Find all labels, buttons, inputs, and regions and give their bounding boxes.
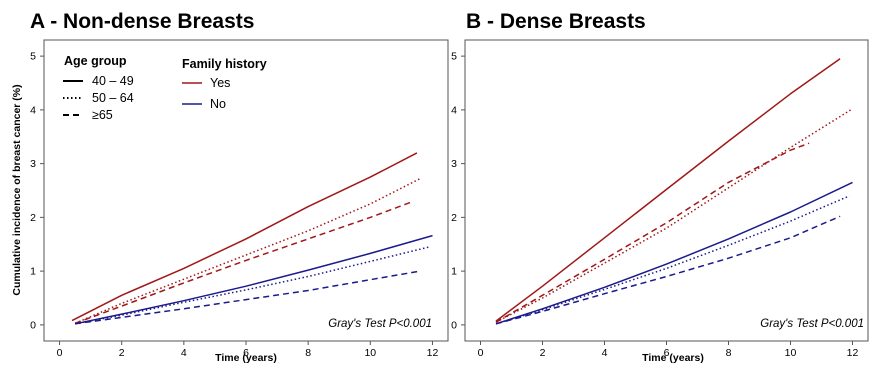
legend: Age group 40 – 49 50 – 64 ≥65 Family his… xyxy=(63,54,267,122)
panel-b-series-line-yes-40-49 xyxy=(495,58,841,322)
panel-a-series-line-yes-50-64 xyxy=(74,178,421,324)
panel-a-x-axis-title: Time (years) xyxy=(215,352,277,364)
legend-family-yes-label: Yes xyxy=(210,76,230,90)
panel-b-grays-test-annotation: Gray's Test P<0.001 xyxy=(760,318,864,330)
legend-age-65-plus-label: ≥65 xyxy=(92,108,113,122)
panel-b-x-tick-label: 12 xyxy=(847,347,859,359)
panel-b-y-tick-label: 3 xyxy=(451,158,457,170)
panel-b-plot-frame xyxy=(464,39,869,342)
panel-a-x-tick-label: 12 xyxy=(427,347,439,359)
panel-a-x-tick-label: 2 xyxy=(119,347,125,359)
legend-age-group-title: Age group xyxy=(64,54,127,68)
legend-family-no-label: No xyxy=(210,97,226,111)
panel-b-x-tick-label: 0 xyxy=(478,347,484,359)
panel-a-series-line-yes-40-49 xyxy=(71,152,418,322)
panel-b-series xyxy=(495,58,853,325)
panel-a-y-tick-label: 3 xyxy=(30,158,36,170)
panel-b-x-tick-label: 10 xyxy=(785,347,797,359)
panel-a-series xyxy=(71,152,433,325)
panel-a-y-tick-label: 0 xyxy=(30,319,36,331)
panel-a-y-tick-label: 2 xyxy=(30,212,36,224)
panel-b-x-tick-label: 8 xyxy=(726,347,732,359)
legend-age-40-49-label: 40 – 49 xyxy=(92,74,134,88)
panel-a-y-tick-label: 4 xyxy=(30,104,36,116)
panel-b-x-axis-title: Time (years) xyxy=(642,352,704,364)
panel-b-title: B - Dense Breasts xyxy=(466,10,646,33)
panel-b-series-line-no-50-64 xyxy=(495,195,850,325)
panel-b-series-line-no-40-49 xyxy=(495,181,853,325)
panel-b-x-tick-label: 2 xyxy=(540,347,546,359)
panel-b-x-tick-label: 6 xyxy=(664,347,670,359)
panel-b-y-tick-label: 5 xyxy=(451,51,457,63)
panel-a-y-axis-title: Cumulative incidence of breast cancer (%… xyxy=(11,84,23,295)
panel-b-y-tick-label: 1 xyxy=(451,266,457,278)
panel-a-series-line-yes-gte65 xyxy=(74,201,411,325)
panel-a-x-tick-label: 10 xyxy=(364,347,376,359)
panel-a-grays-test-annotation: Gray's Test P<0.001 xyxy=(328,318,432,330)
panel-a-series-line-no-gte65 xyxy=(74,270,421,325)
panel-a-x-tick-label: 8 xyxy=(305,347,311,359)
panel-b-series-line-yes-50-64 xyxy=(495,108,853,323)
panel-b-x-tick-label: 4 xyxy=(602,347,608,359)
panel-a-x-tick-label: 6 xyxy=(243,347,249,359)
panel-b-y-tick-label: 2 xyxy=(451,212,457,224)
panel-b-y-tick-label: 0 xyxy=(451,319,457,331)
legend-age-50-64-label: 50 – 64 xyxy=(92,91,134,105)
panel-a-title: A - Non-dense Breasts xyxy=(30,10,254,33)
panel-a-y-tick-label: 5 xyxy=(30,51,36,63)
legend-family-history-title: Family history xyxy=(182,57,267,71)
panel-a-x-tick-label: 4 xyxy=(181,347,187,359)
panel-a-x-tick-label: 0 xyxy=(57,347,63,359)
panel-b-series-line-yes-gte65 xyxy=(495,142,810,323)
panel-a-series-line-no-40-49 xyxy=(74,234,433,325)
panel-b-y-tick-label: 4 xyxy=(451,104,457,116)
panel-a-y-tick-label: 1 xyxy=(30,266,36,278)
